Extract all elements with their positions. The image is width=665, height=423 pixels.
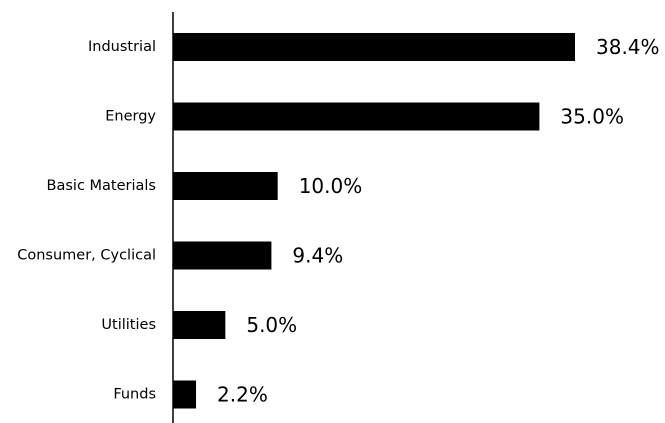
value-label-energy: 35.0% [560, 105, 624, 129]
category-label-basic-materials: Basic Materials [47, 178, 156, 194]
bar-energy [173, 102, 540, 131]
bar-industrial [173, 33, 575, 61]
value-label-basic-materials: 10.0% [299, 174, 363, 198]
value-label-utilities: 5.0% [246, 313, 297, 337]
bar-basic-materials [173, 172, 278, 200]
bar-consumer-cyclical [173, 241, 272, 270]
value-label-consumer-cyclical: 9.4% [292, 244, 343, 268]
category-label-consumer-cyclical: Consumer, Cyclical [17, 248, 156, 264]
value-label-funds: 2.2% [217, 383, 268, 407]
category-label-industrial: Industrial [88, 39, 156, 55]
labels-group: Industrial 38.4% Energy 35.0% Basic Material… [17, 35, 659, 407]
category-label-energy: Energy [105, 109, 156, 125]
bar-utilities [173, 311, 226, 339]
value-label-industrial: 38.4% [596, 35, 660, 59]
bar-funds [173, 380, 197, 409]
category-label-funds: Funds [113, 387, 156, 403]
bars-group [173, 33, 575, 409]
category-label-utilities: Utilities [101, 317, 156, 333]
